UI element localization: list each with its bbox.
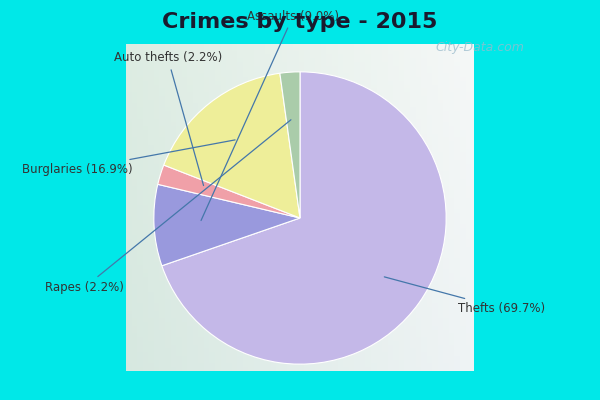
Text: City-Data.com: City-Data.com — [436, 42, 524, 54]
Wedge shape — [164, 73, 300, 218]
Text: Assaults (9.0%): Assaults (9.0%) — [201, 10, 339, 220]
Text: Crimes by type - 2015: Crimes by type - 2015 — [163, 12, 437, 32]
Wedge shape — [154, 184, 300, 266]
Text: Burglaries (16.9%): Burglaries (16.9%) — [22, 140, 235, 176]
Text: Thefts (69.7%): Thefts (69.7%) — [385, 277, 545, 315]
Wedge shape — [162, 72, 446, 364]
Wedge shape — [280, 72, 300, 218]
Text: Auto thefts (2.2%): Auto thefts (2.2%) — [113, 52, 222, 186]
Wedge shape — [158, 165, 300, 218]
Text: Rapes (2.2%): Rapes (2.2%) — [45, 120, 291, 294]
